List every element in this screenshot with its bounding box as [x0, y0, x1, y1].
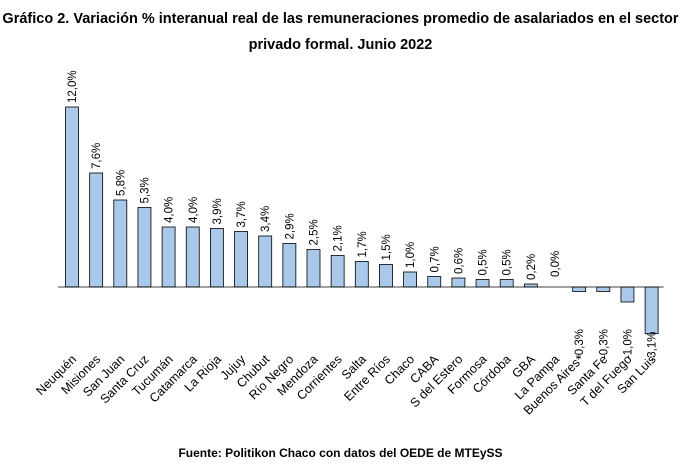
value-label-16: 0,6% [453, 248, 465, 274]
bar-5 [185, 226, 200, 288]
bar-18 [499, 279, 514, 288]
bar-19 [523, 283, 538, 288]
chart-title-line-2: privado formal. Junio 2022 [248, 37, 433, 53]
bar-2 [113, 199, 128, 288]
value-label-20: 0,0% [550, 251, 562, 277]
value-label-9: 2,9% [284, 213, 296, 239]
value-label-4: 4,0% [164, 197, 176, 223]
value-label-1: 7,6% [91, 143, 103, 169]
value-label-3: 5,3% [139, 177, 151, 203]
bar-9 [282, 243, 297, 288]
bar-16 [451, 277, 466, 288]
bar-10 [306, 249, 321, 288]
bar-8 [258, 235, 273, 288]
bar-12 [354, 261, 369, 288]
bar-22 [596, 286, 611, 292]
value-label-6: 3,9% [212, 198, 224, 224]
value-label-14: 1,0% [405, 242, 417, 268]
chart-title: Gráfico 2. Variación % interanual real d… [0, 6, 681, 58]
value-label-15: 0,7% [429, 246, 441, 272]
bar-11 [330, 255, 345, 288]
bar-7 [234, 231, 248, 288]
source-note: Fuente: Politikon Chaco con datos del OE… [178, 446, 503, 460]
bar-15 [427, 276, 442, 288]
bars-layer [65, 106, 659, 334]
value-label-10: 2,5% [309, 219, 321, 245]
bar-14 [403, 271, 418, 288]
value-label-8: 3,4% [260, 206, 272, 232]
value-label-18: 0,5% [502, 249, 514, 275]
value-label-12: 1,7% [357, 231, 369, 257]
value-label-21: -0,3% [574, 329, 586, 359]
bar-17 [475, 279, 490, 288]
bar-3 [137, 207, 152, 288]
value-label-24: -3,1% [647, 332, 659, 362]
bar-13 [379, 264, 393, 288]
value-label-22: -0,3% [598, 329, 610, 359]
value-label-2: 5,8% [115, 170, 127, 196]
value-label-11: 2,1% [333, 225, 345, 251]
bar-6 [209, 228, 224, 288]
bar-1 [89, 172, 104, 288]
value-label-7: 3,7% [236, 201, 248, 227]
bar-4 [161, 226, 176, 288]
value-label-5: 4,0% [188, 197, 200, 223]
value-label-23: -1,0% [622, 329, 634, 359]
bar-24 [644, 286, 659, 334]
value-label-13: 1,5% [381, 234, 393, 260]
value-labels-layer: 12,0% 7,6% 5,8% 5,3% 4,0% 4,0% 3,9% 3,7% 3,4% 2,9… [67, 70, 659, 361]
bar-21 [572, 286, 587, 292]
value-label-17: 0,5% [478, 249, 490, 275]
value-label-19: 0,2% [526, 254, 538, 280]
value-label-0: 12,0% [67, 70, 79, 103]
bar-23 [620, 286, 635, 303]
chart-title-line-1: Gráfico 2. Variación % interanual real d… [2, 11, 679, 27]
bar-0 [65, 106, 79, 288]
